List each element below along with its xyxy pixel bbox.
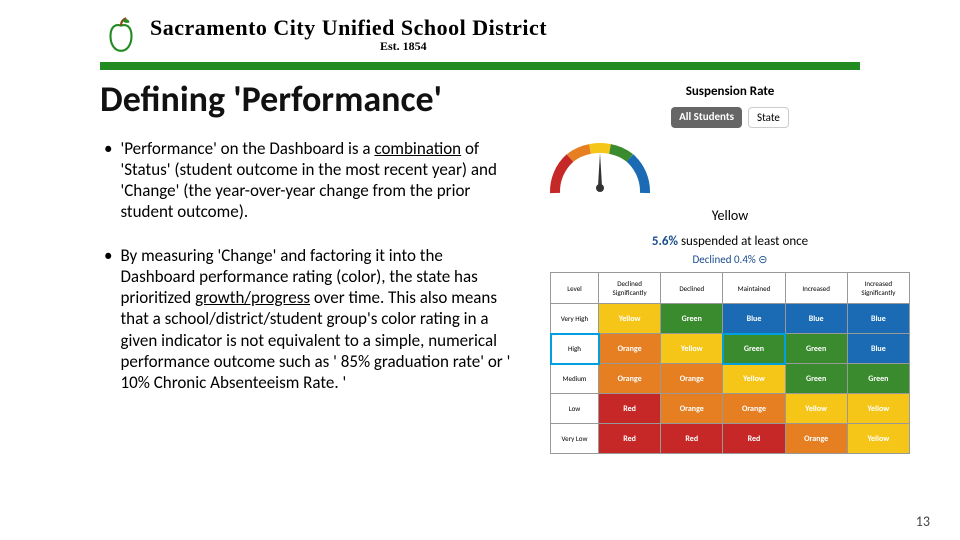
matrix-cell: Red <box>599 424 661 454</box>
matrix-cell: Yellow <box>847 394 909 424</box>
matrix-row-header: Very High <box>551 304 599 334</box>
matrix-cell: Red <box>661 424 723 454</box>
matrix-cell: Red <box>723 424 785 454</box>
text-column: Defining 'Performance' 'Performance' on … <box>100 80 540 454</box>
matrix-cell: Orange <box>785 424 847 454</box>
matrix-row-header: Very Low <box>551 424 599 454</box>
matrix-column-header: Maintained <box>723 273 785 304</box>
matrix-cell: Blue <box>723 304 785 334</box>
pill-state: State <box>748 107 789 128</box>
figure-column: Suspension Rate All Students State Yello… <box>540 80 920 454</box>
bullet-pre: 'Performance' on the Dashboard is a <box>120 138 374 159</box>
matrix-cell: Green <box>847 364 909 394</box>
matrix-cell: Green <box>661 304 723 334</box>
header-divider <box>100 62 860 70</box>
stat-line: 5.6% suspended at least once <box>540 234 920 249</box>
matrix-cell: Orange <box>723 394 785 424</box>
page-number: 13 <box>916 513 930 530</box>
matrix-column-header: Declined Significantly <box>599 273 661 304</box>
matrix-cell: Orange <box>661 394 723 424</box>
matrix-row-header: Low <box>551 394 599 424</box>
matrix-cell: Blue <box>785 304 847 334</box>
matrix-cell: Red <box>599 394 661 424</box>
district-name: Sacramento City Unified School District <box>150 15 547 41</box>
pill-row: All Students State <box>540 107 920 128</box>
matrix-cell: Orange <box>661 364 723 394</box>
matrix-cell: Orange <box>599 334 661 364</box>
gauge-color-label: Yellow <box>540 207 920 224</box>
matrix-cell: Green <box>723 334 785 364</box>
performance-matrix: LevelDeclined SignificantlyDeclinedMaint… <box>550 272 910 454</box>
matrix-cell: Blue <box>847 334 909 364</box>
matrix-cell: Orange <box>599 364 661 394</box>
pill-all-students: All Students <box>671 107 742 128</box>
stat-percent: 5.6% <box>652 234 678 249</box>
district-established: Est. 1854 <box>380 39 547 54</box>
matrix-column-header: Level <box>551 273 599 304</box>
bullet-list: 'Performance' on the Dashboard is a comb… <box>100 138 520 394</box>
bullet-underline: combination <box>374 138 461 159</box>
matrix-row-header: Medium <box>551 364 599 394</box>
matrix-cell: Yellow <box>599 304 661 334</box>
matrix-cell: Yellow <box>723 364 785 394</box>
matrix-cell: Green <box>785 364 847 394</box>
slide-title: Defining 'Performance' <box>100 80 520 120</box>
matrix-row-header: High <box>551 334 599 364</box>
matrix-cell: Yellow <box>661 334 723 364</box>
stat-text: suspended at least once <box>678 234 808 249</box>
matrix-cell: Blue <box>847 304 909 334</box>
bullet-item: By measuring 'Change' and factoring it i… <box>104 245 520 394</box>
slide-header: Sacramento City Unified School District … <box>0 0 960 62</box>
matrix-cell: Yellow <box>847 424 909 454</box>
bullet-underline: growth/progress <box>195 287 310 308</box>
gauge-icon <box>540 138 660 198</box>
matrix-column-header: Increased <box>785 273 847 304</box>
decline-line: Declined 0.4% ⊝ <box>540 253 920 266</box>
matrix-cell: Green <box>785 334 847 364</box>
matrix-column-header: Increased Significantly <box>847 273 909 304</box>
matrix-cell: Yellow <box>785 394 847 424</box>
indicator-title: Suspension Rate <box>540 84 920 99</box>
bullet-item: 'Performance' on the Dashboard is a comb… <box>104 138 520 223</box>
matrix-column-header: Declined <box>661 273 723 304</box>
apple-logo-icon <box>100 13 142 55</box>
